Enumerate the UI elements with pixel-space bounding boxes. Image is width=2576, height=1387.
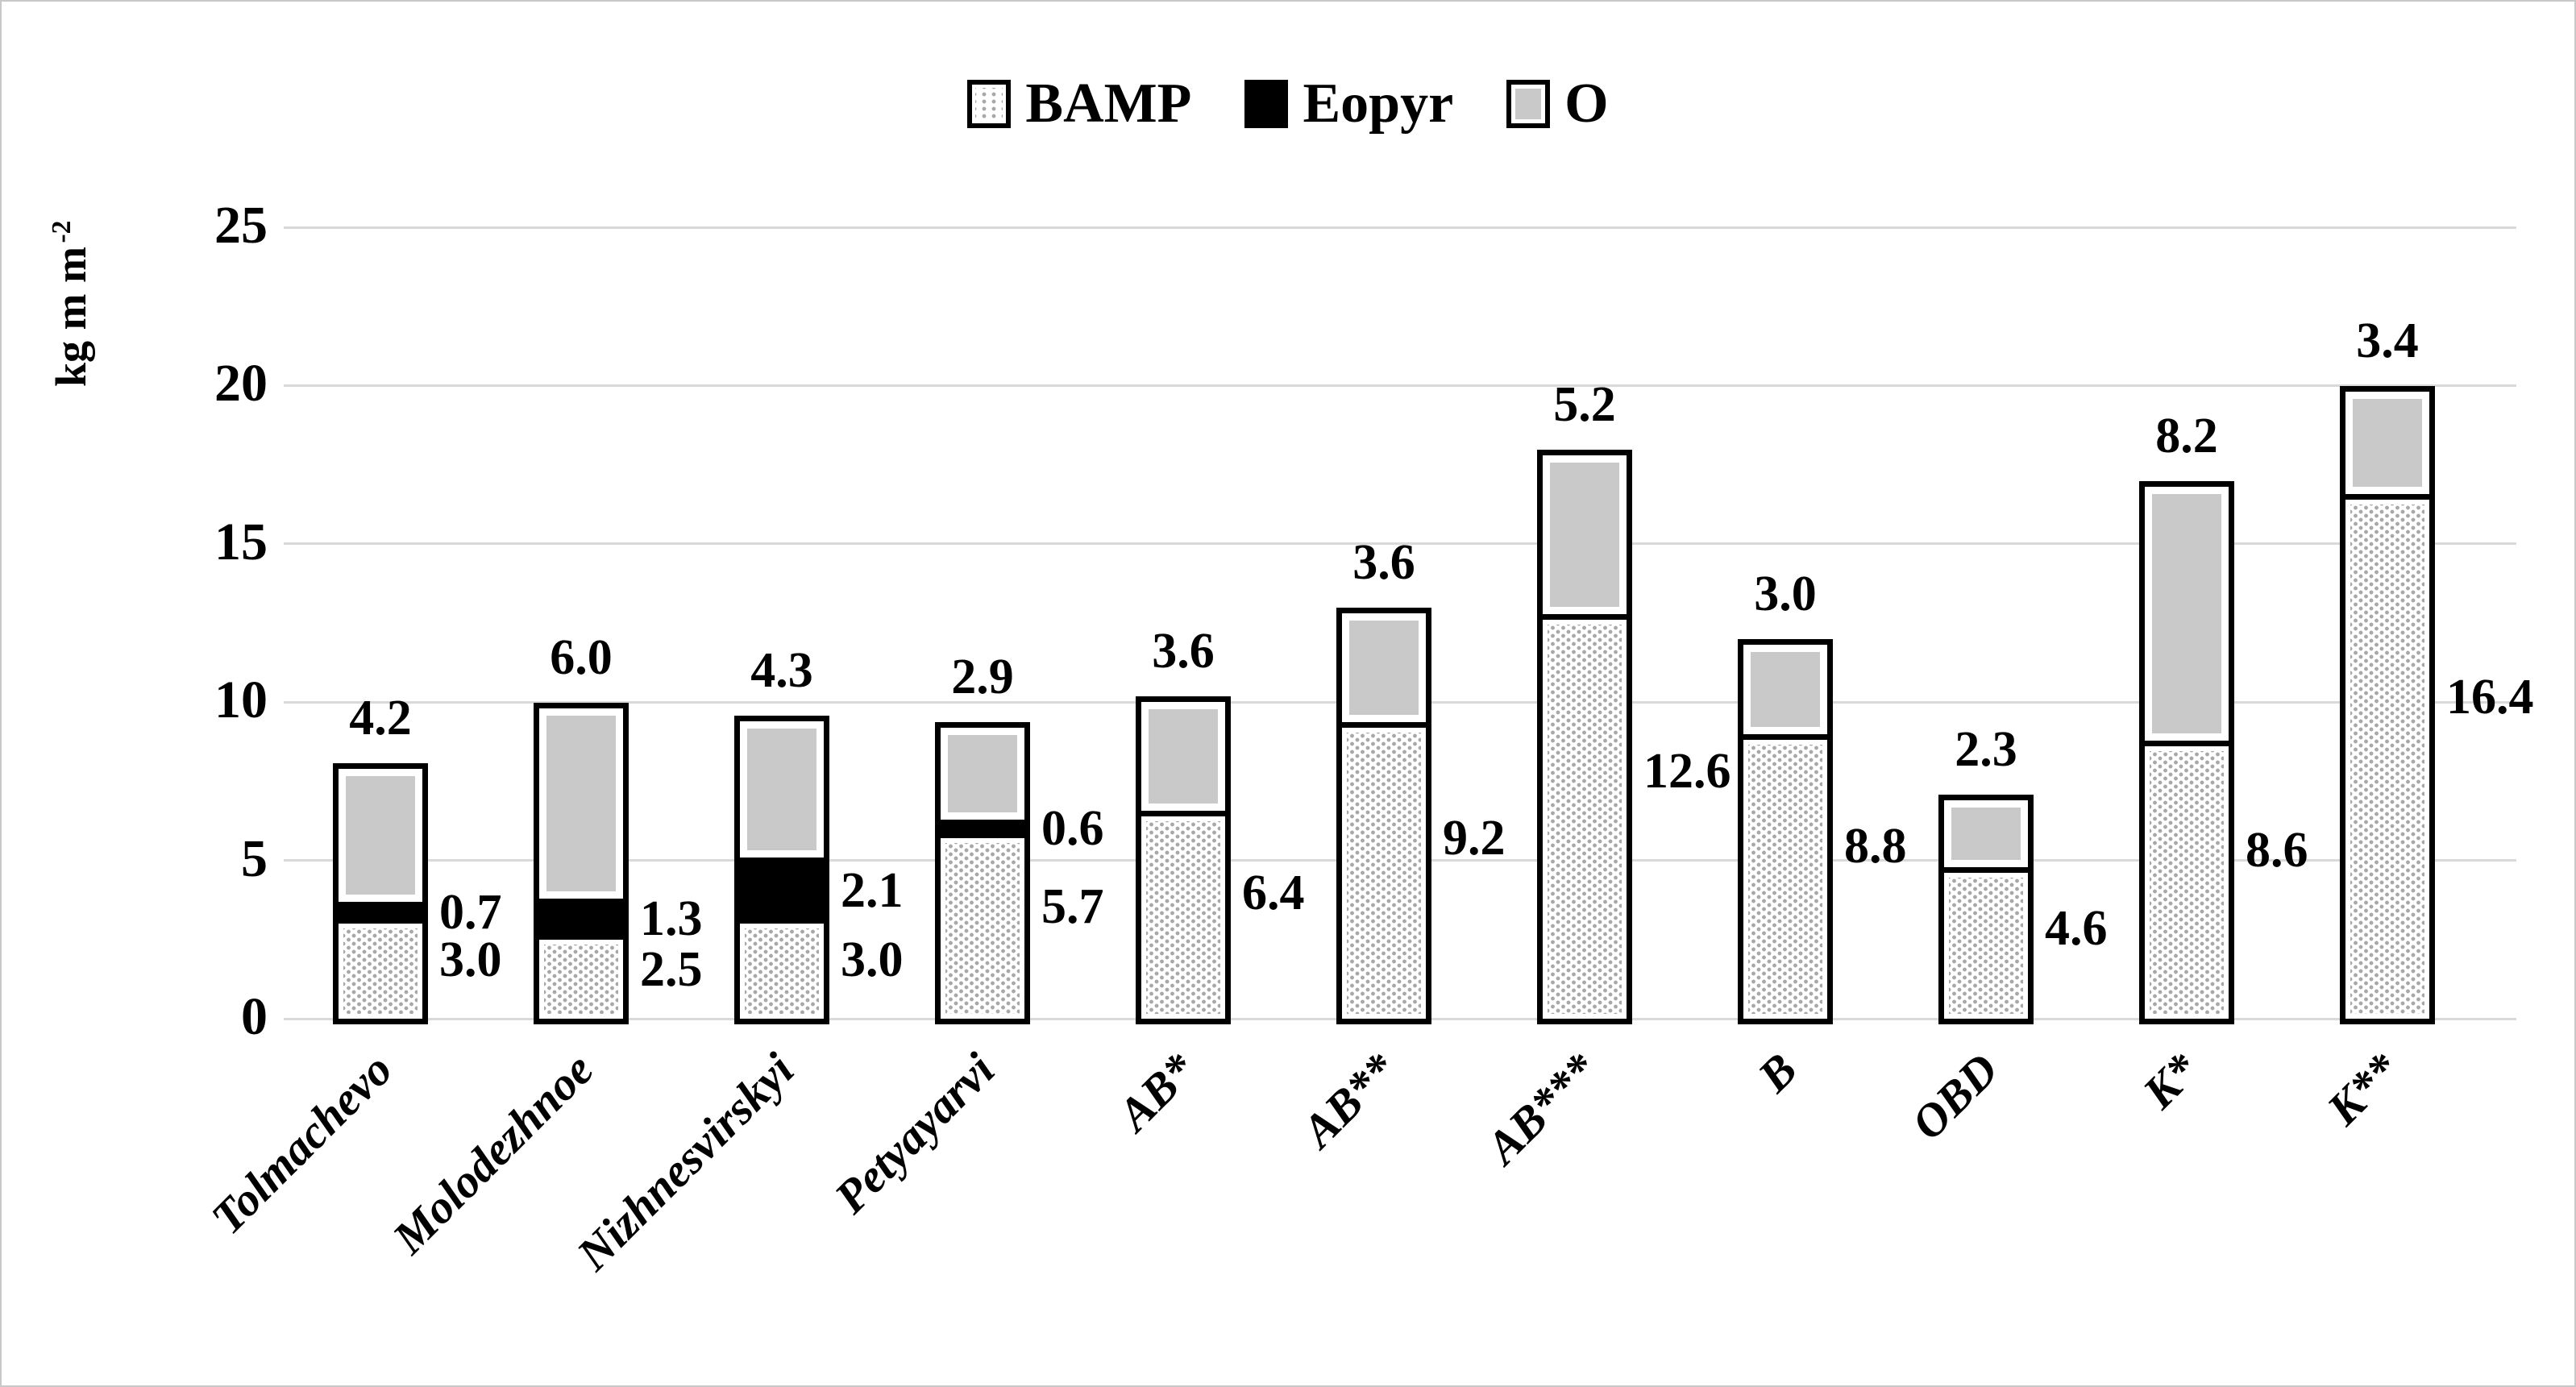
segment-bamp-K** (2345, 500, 2429, 1019)
bamp-value-label-Nizhnesvirskyi: 3.0 (841, 932, 904, 987)
bamp-value-label-AB**: 9.2 (1443, 810, 1506, 866)
segment-o-K** (2345, 392, 2429, 500)
segment-bamp-Nizhnesvirskyi (740, 924, 824, 1019)
x-category-label-Petyayarvi: Petyayarvi (824, 1043, 1005, 1223)
x-category-label-Tolmachevo: Tolmachevo (201, 1043, 403, 1244)
bar-OBD (1938, 794, 2034, 1024)
segment-o-Molodezhnoe (539, 708, 623, 899)
bamp-value-label-K**: 16.4 (2446, 669, 2534, 725)
x-category-label-Molodezhnoe: Molodezhnoe (382, 1043, 604, 1264)
x-category-label-B: B (1747, 1043, 1808, 1103)
legend: BAMP Eopyr O (2, 76, 2574, 132)
y-tick-label-20: 20 (214, 354, 268, 413)
bamp-swatch-icon (967, 80, 1012, 128)
y-tick-label-25: 25 (214, 196, 268, 255)
bamp-value-label-B: 8.8 (1844, 818, 1907, 874)
bar-Petyayarvi (935, 721, 1030, 1024)
bamp-value-label-K*: 8.6 (2246, 822, 2308, 878)
segment-o-OBD (1944, 800, 2028, 874)
legend-item-o: O (1506, 73, 1609, 135)
bamp-value-label-Petyayarvi: 5.7 (1041, 879, 1104, 935)
o-value-label-OBD: 2.3 (1955, 721, 2017, 777)
gridline-y-20 (284, 384, 2516, 387)
segment-o-K* (2145, 487, 2229, 747)
legend-item-eopyr: Eopyr (1244, 76, 1453, 132)
gridline-y-25 (284, 226, 2516, 229)
bamp-value-label-AB*: 6.4 (1242, 866, 1305, 921)
legend-label-eopyr: Eopyr (1303, 73, 1454, 135)
x-category-label-AB*: AB* (1107, 1043, 1206, 1141)
x-category-label-AB***: AB*** (1475, 1043, 1607, 1174)
segment-o-AB* (1141, 702, 1225, 816)
segment-bamp-Tolmachevo (339, 924, 422, 1019)
x-category-label-Nizhnesvirskyi: Nizhnesvirskyi (566, 1043, 804, 1281)
eopyr-swatch-icon (1244, 80, 1289, 128)
o-value-label-Nizhnesvirskyi: 4.3 (750, 642, 813, 698)
bamp-value-label-Tolmachevo: 3.0 (439, 932, 502, 987)
bamp-value-label-OBD: 4.6 (2045, 900, 2108, 956)
segment-o-Petyayarvi (941, 728, 1024, 820)
o-value-label-AB***: 5.2 (1553, 376, 1616, 432)
bar-K* (2139, 481, 2234, 1024)
segment-o-B (1743, 645, 1827, 741)
o-value-label-K**: 3.4 (2356, 314, 2419, 369)
bamp-value-label-Molodezhnoe: 2.5 (640, 942, 703, 998)
x-category-label-AB**: AB** (1291, 1043, 1406, 1157)
segment-o-Nizhnesvirskyi (740, 721, 824, 858)
segment-bamp-AB** (1342, 728, 1426, 1019)
eopyr-value-label-Molodezhnoe: 1.3 (640, 891, 703, 947)
y-tick-label-0: 0 (241, 987, 268, 1046)
bar-AB*** (1537, 449, 1632, 1024)
segment-bamp-OBD (1944, 873, 2028, 1019)
legend-item-bamp: BAMP (967, 76, 1191, 132)
o-value-label-B: 3.0 (1754, 567, 1817, 622)
legend-label-o: O (1564, 73, 1609, 135)
segment-bamp-B (1743, 740, 1827, 1019)
segment-o-Tolmachevo (339, 769, 422, 902)
x-category-label-K*: K* (2133, 1043, 2209, 1119)
o-value-label-Tolmachevo: 4.2 (349, 690, 412, 745)
gridline-y-15 (284, 542, 2516, 546)
y-tick-label-15: 15 (214, 512, 268, 571)
o-value-label-Petyayarvi: 2.9 (951, 649, 1014, 704)
o-swatch-icon (1506, 80, 1551, 128)
bar-AB* (1136, 696, 1231, 1024)
bar-AB** (1336, 608, 1431, 1024)
segment-o-AB** (1342, 613, 1426, 728)
segment-eopyr-Tolmachevo (339, 901, 422, 924)
bar-Tolmachevo (333, 762, 428, 1024)
o-value-label-AB**: 3.6 (1352, 535, 1415, 591)
legend-label-bamp: BAMP (1025, 73, 1192, 135)
eopyr-value-label-Tolmachevo: 0.7 (439, 885, 502, 941)
bar-Molodezhnoe (534, 703, 629, 1024)
segment-bamp-AB* (1141, 816, 1225, 1019)
bar-B (1738, 639, 1833, 1024)
y-tick-label-10: 10 (214, 671, 268, 730)
segment-eopyr-Molodezhnoe (539, 898, 623, 940)
segment-bamp-Petyayarvi (941, 838, 1024, 1019)
eopyr-value-label-Petyayarvi: 0.6 (1041, 801, 1104, 857)
o-value-label-AB*: 3.6 (1152, 624, 1215, 679)
o-value-label-Molodezhnoe: 6.0 (550, 630, 613, 686)
y-tick-label-5: 5 (241, 828, 268, 888)
segment-eopyr-Nizhnesvirskyi (740, 857, 824, 924)
segment-eopyr-Petyayarvi (941, 819, 1024, 839)
o-value-label-K*: 8.2 (2155, 409, 2218, 464)
eopyr-value-label-Nizhnesvirskyi: 2.1 (841, 862, 904, 918)
segment-o-AB*** (1543, 455, 1627, 621)
segment-bamp-Molodezhnoe (539, 940, 623, 1019)
bar-K** (2340, 386, 2435, 1024)
bar-Nizhnesvirskyi (734, 715, 829, 1024)
y-axis-title-exponent: -2 (47, 220, 77, 243)
x-category-label-OBD: OBD (1901, 1043, 2009, 1150)
segment-bamp-K* (2145, 746, 2229, 1019)
segment-bamp-AB*** (1543, 620, 1627, 1019)
x-category-label-K**: K** (2316, 1043, 2410, 1136)
bamp-value-label-AB***: 12.6 (1643, 744, 1731, 799)
